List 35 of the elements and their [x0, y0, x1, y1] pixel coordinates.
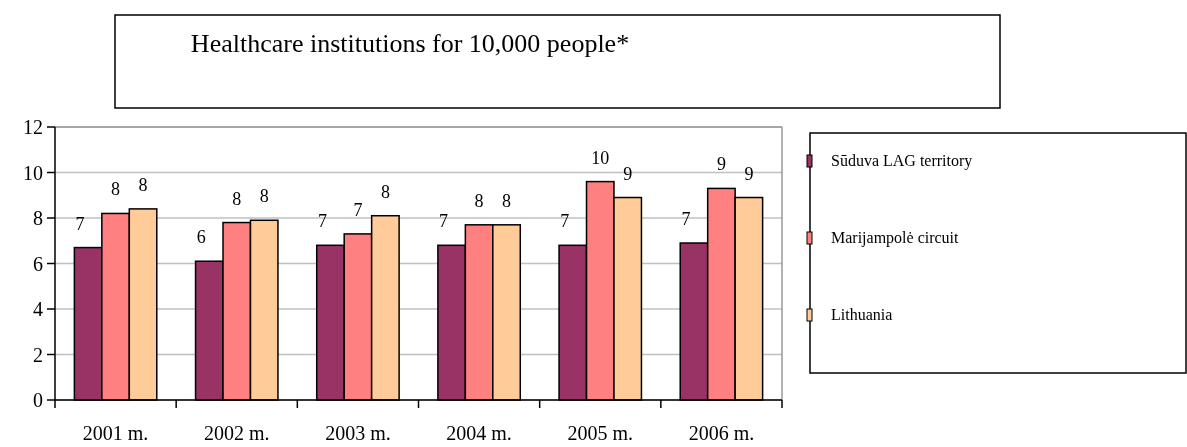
legend-label: Marijampolė circuit	[831, 229, 960, 247]
y-tick-label: 6	[33, 252, 43, 275]
data-label: 8	[502, 190, 512, 211]
data-label: 7	[317, 211, 327, 232]
y-tick-label: 10	[23, 161, 43, 184]
x-tick-label: 2003 m.	[325, 422, 391, 444]
x-tick-label: 2005 m.	[567, 422, 634, 444]
data-label: 10	[591, 147, 610, 168]
y-tick-label: 0	[33, 389, 43, 411]
data-label: 9	[623, 163, 633, 184]
y-tick-label: 12	[23, 116, 43, 138]
x-tick-label: 2006 m.	[688, 422, 755, 444]
data-label: 7	[560, 211, 570, 232]
x-tick-label: 2002 m.	[203, 422, 270, 444]
data-label: 6	[196, 227, 206, 248]
data-label: 8	[232, 188, 242, 209]
data-label: 8	[138, 174, 148, 195]
y-tick-label: 8	[33, 207, 43, 229]
data-label: 8	[380, 181, 390, 202]
data-label: 8	[474, 190, 484, 211]
legend-label: Lithuania	[831, 306, 893, 323]
data-label: 7	[681, 209, 691, 230]
legend-label: Sūduva LAG territory	[831, 152, 973, 170]
data-label: 9	[744, 163, 754, 184]
data-label: 8	[259, 186, 269, 207]
data-label: 8	[111, 179, 121, 200]
y-tick-label: 4	[33, 298, 43, 320]
data-label: 7	[75, 213, 85, 234]
data-label: 7	[353, 199, 363, 220]
data-label: 9	[716, 154, 726, 175]
data-label: 7	[439, 211, 449, 232]
chart-title: Healthcare institutions for 10,000 people*	[190, 29, 630, 58]
x-tick-label: 2004 m.	[446, 422, 512, 444]
y-tick-label: 2	[33, 343, 43, 366]
x-tick-label: 2001 m.	[82, 422, 149, 444]
